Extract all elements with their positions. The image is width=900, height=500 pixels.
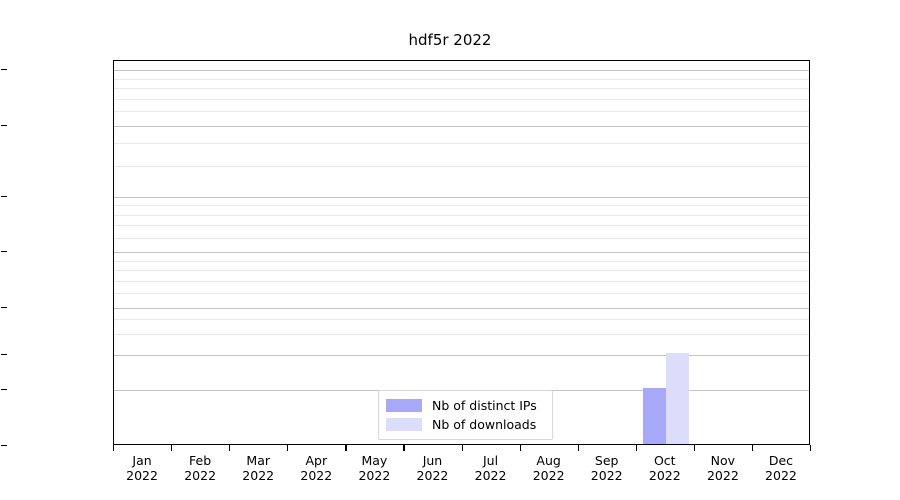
legend-swatch-downloads [386,418,422,431]
bar-oct-2022-downloads [665,353,689,444]
x-tick-label: Jun 2022 [416,453,449,483]
x-tick-mark [810,445,812,451]
gridline-major [114,252,809,253]
x-tick-label: Dec 2022 [765,453,797,483]
x-tick-mark [171,445,173,451]
gridline-major [114,70,809,71]
x-tick-mark [345,445,347,451]
gridline-minor [114,334,809,336]
x-tick-label: May 2022 [358,453,391,483]
x-tick-mark [577,445,579,451]
x-tick-label: Jul 2022 [474,453,507,483]
x-tick-mark [287,445,289,451]
x-tick-mark [229,445,231,451]
x-tick-mark [751,445,754,451]
y-tick-mark [1,251,7,253]
x-tick-label: Nov 2022 [706,453,739,483]
gridline-minor [114,293,809,295]
chart-legend: Nb of distinct IPs Nb of downloads [378,390,553,440]
y-axis: 1005020105210 [0,0,113,500]
legend-swatch-distinct-ips [386,399,422,412]
y-tick-mark [1,445,7,447]
gridline-minor [114,237,809,239]
x-tick-label: Mar 2022 [242,453,275,483]
x-tick-label: Jan 2022 [126,453,158,483]
gridline-minor [114,260,809,262]
x-tick-label: Aug 2022 [532,453,565,483]
gridline-minor [114,111,809,113]
x-tick-mark [693,445,696,451]
legend-label-distinct-ips: Nb of distinct IPs [432,397,537,413]
legend-item-distinct-ips: Nb of distinct IPs [386,396,545,415]
gridline-minor [114,98,809,100]
y-tick-mark [1,125,7,127]
y-tick-mark [1,307,7,309]
x-tick-label: Feb 2022 [184,453,217,483]
gridline-minor [114,165,809,167]
x-tick-mark [635,445,637,451]
x-tick-label: Apr 2022 [300,453,333,483]
gridline-minor [114,280,809,282]
y-tick-mark [1,389,7,391]
legend-label-downloads: Nb of downloads [432,416,537,432]
x-tick-label: Oct 2022 [648,453,681,483]
x-tick-mark [113,445,115,451]
gridline-minor [114,205,809,207]
legend-item-downloads: Nb of downloads [386,415,545,434]
gridline-minor [114,319,809,321]
bar-oct-2022-distinct-ips [642,388,666,444]
x-tick-mark [403,445,405,451]
gridline-minor [114,143,809,145]
gridline-minor [114,88,809,90]
x-tick-mark [519,445,521,451]
gridline-minor [114,214,809,216]
x-tick-label: Sep 2022 [590,453,623,483]
gridline-minor [114,225,809,227]
gridline-minor [114,78,809,80]
y-tick-mark [1,196,7,198]
chart-title: hdf5r 2022 [408,31,492,49]
gridline-minor [114,270,809,272]
gridline-major [114,308,809,309]
gridline-major [114,197,809,198]
x-axis: Jan 2022 Feb 2022 Mar 2022 Apr 2022 May 2022 Jun 20… [0,445,900,500]
y-tick-mark [1,354,7,356]
gridline-major [114,355,809,356]
y-tick-mark [1,69,7,71]
x-tick-mark [461,445,463,451]
plot-area [113,60,810,445]
gridline-major [114,126,809,127]
